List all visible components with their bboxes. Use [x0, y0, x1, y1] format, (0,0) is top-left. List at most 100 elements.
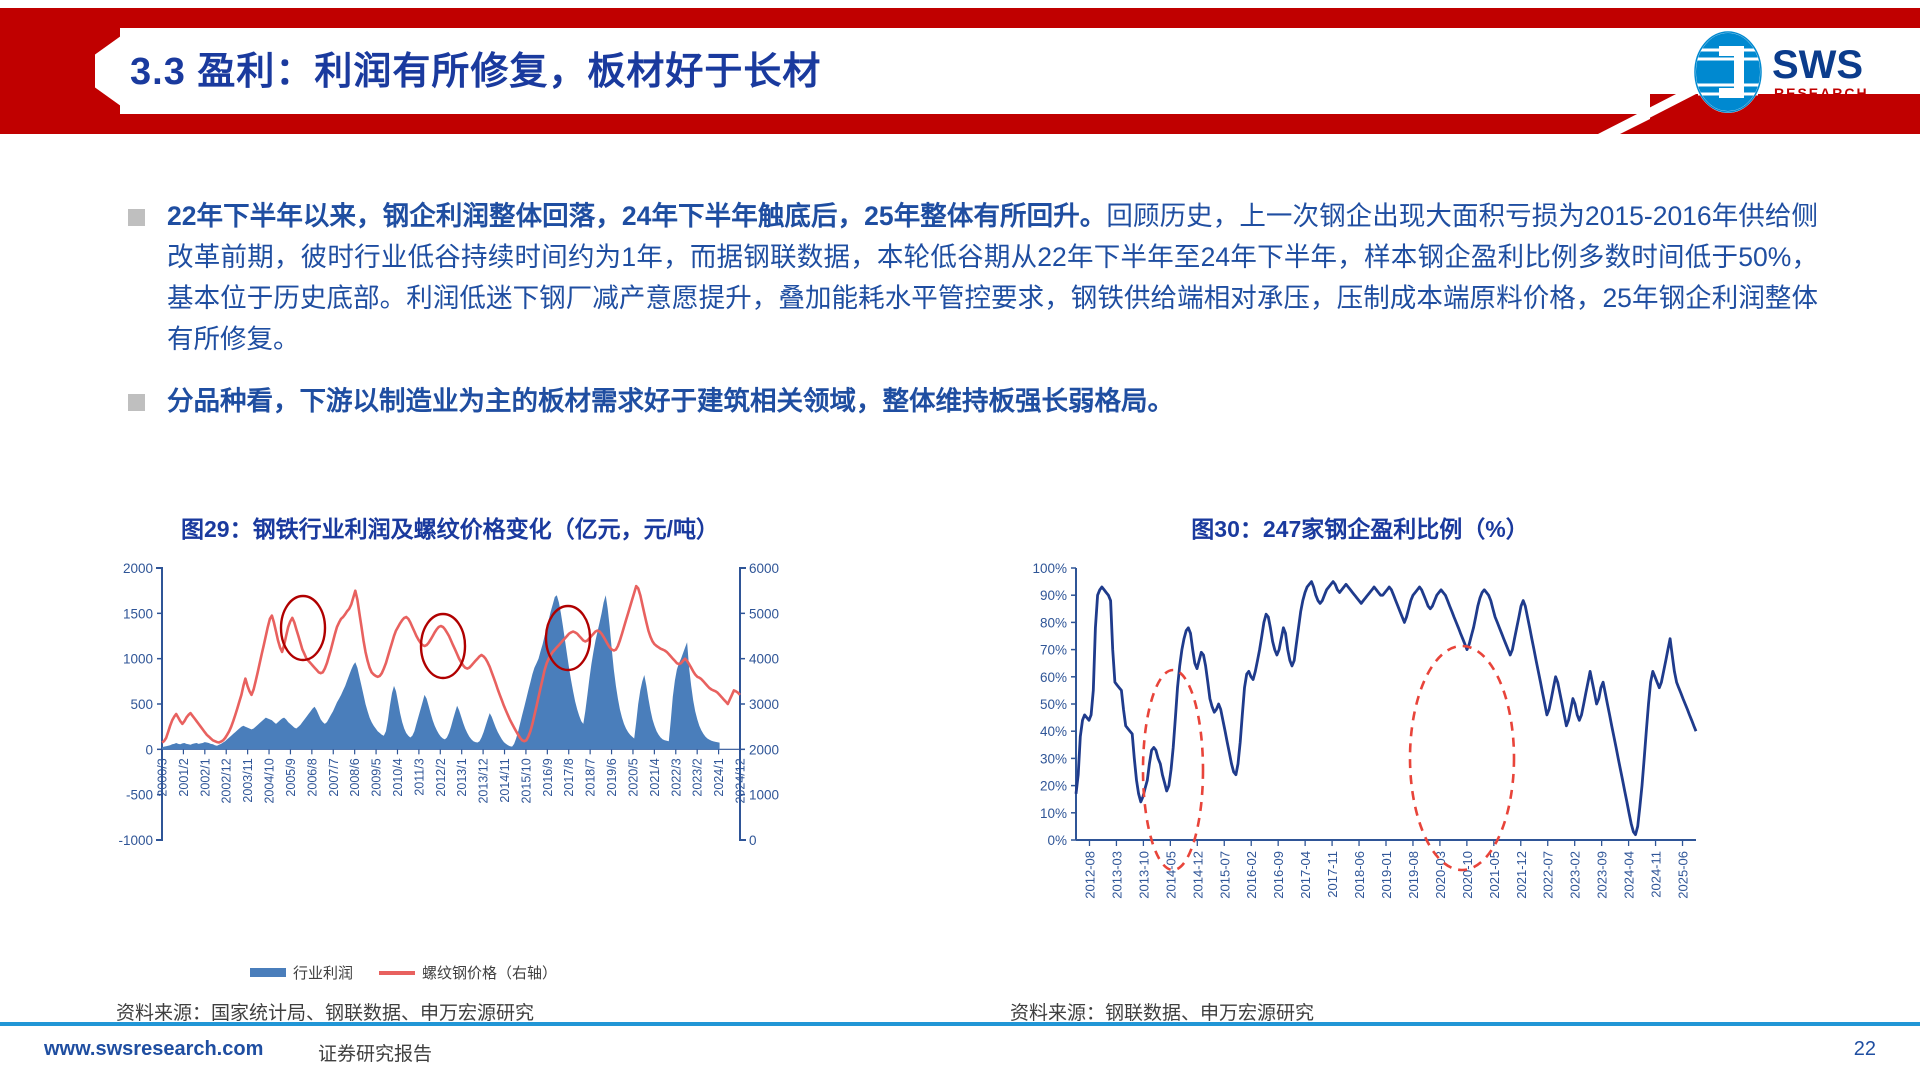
header-banner-shape	[0, 8, 1920, 134]
page-title: 3.3 盈利：利润有所修复，板材好于长材	[130, 51, 822, 93]
svg-text:2010/4: 2010/4	[391, 758, 405, 796]
bullet-1-rest: 回顾历史，上一次钢企出现大面积亏损为2015-2016年供给侧改革前期，彼时行业…	[167, 201, 1818, 354]
svg-text:2008/6: 2008/6	[348, 758, 362, 796]
chart-legend-fig29: 行业利润 螺纹钢价格（右轴）	[250, 962, 557, 983]
fig30-svg: 0% 10% 20% 30% 40% 50% 60% 70% 80% 90% 100% 2012-08…	[1032, 561, 1698, 899]
svg-text:2009/5: 2009/5	[370, 758, 384, 796]
svg-text:50%: 50%	[1040, 697, 1067, 712]
svg-text:2019/6: 2019/6	[605, 758, 619, 796]
bullet-square-icon	[128, 209, 145, 226]
svg-text:2013/1: 2013/1	[455, 758, 469, 796]
svg-text:2013-10: 2013-10	[1136, 851, 1151, 899]
chart-source-fig30: 资料来源：钢联数据、申万宏源研究	[1010, 1003, 1315, 1024]
chart-title-fig30: 图30：247家钢企盈利比例（%）	[1191, 516, 1529, 542]
svg-text:3000: 3000	[749, 697, 779, 712]
legend-item-1: 行业利润	[250, 962, 353, 983]
svg-text:0: 0	[145, 742, 153, 757]
logo-wordmark: SWS	[1772, 43, 1863, 87]
svg-text:0: 0	[749, 833, 757, 848]
bullet-item-2: 分品种看，下游以制造业为主的板材需求好于建筑相关领域，整体维持板强长弱格局。	[128, 381, 1818, 422]
svg-text:2000: 2000	[749, 742, 779, 757]
svg-text:2014/11: 2014/11	[498, 758, 512, 802]
svg-text:40%: 40%	[1040, 724, 1067, 739]
chart-title-fig29: 图29：钢铁行业利润及螺纹价格变化（亿元，元/吨）	[181, 516, 719, 542]
svg-text:2017-11: 2017-11	[1325, 851, 1340, 898]
footer-divider	[0, 1022, 1920, 1026]
svg-text:2022/3: 2022/3	[669, 758, 683, 796]
svg-text:2022-07: 2022-07	[1541, 851, 1556, 899]
svg-text:2023/2: 2023/2	[691, 758, 705, 796]
body-text-block: 22年下半年以来，钢企利润整体回落，24年下半年触底后，25年整体有所回升。回顾…	[128, 196, 1818, 422]
svg-text:2013/12: 2013/12	[477, 758, 491, 803]
svg-text:2015/10: 2015/10	[519, 758, 533, 803]
fig29-svg: 2000150010005000-500-1000600050004000300…	[118, 561, 779, 848]
svg-text:1000: 1000	[749, 788, 779, 803]
chart-plot-fig29: 2000 1500 1000 500 0 -500 -1000 6000 5000 4000 300…	[100, 558, 800, 958]
svg-text:2024/12: 2024/12	[734, 758, 748, 803]
svg-text:2016/9: 2016/9	[541, 758, 555, 796]
fig29-line-rebar-price	[161, 584, 741, 744]
svg-text:70%: 70%	[1040, 643, 1067, 658]
svg-text:0%: 0%	[1047, 833, 1067, 848]
bullet-1-bold-lead: 22年下半年以来，钢企利润整体回落，24年下半年触底后，25年整体有所回升。	[167, 201, 1107, 231]
svg-text:2004/10: 2004/10	[263, 758, 277, 803]
chart-plot-fig30: 0% 10% 20% 30% 40% 50% 60% 70% 80% 90% 100% 2012-08…	[1010, 558, 1710, 958]
chart-source-fig29: 资料来源：国家统计局、钢联数据、申万宏源研究	[116, 1003, 535, 1024]
svg-text:2021-05: 2021-05	[1487, 851, 1502, 899]
legend-item-2: 螺纹钢价格（右轴）	[379, 962, 557, 983]
svg-text:2003/11: 2003/11	[241, 758, 255, 802]
bullet-square-icon	[128, 394, 145, 411]
svg-text:6000: 6000	[749, 561, 779, 576]
logo-mark-icon	[1694, 31, 1762, 113]
svg-text:2017/8: 2017/8	[562, 758, 576, 796]
svg-text:2001/2: 2001/2	[177, 758, 191, 796]
svg-text:2016-02: 2016-02	[1244, 851, 1259, 899]
legend-label: 螺纹钢价格（右轴）	[422, 965, 558, 982]
svg-text:2014-12: 2014-12	[1190, 851, 1205, 899]
svg-text:4000: 4000	[749, 652, 779, 667]
svg-text:1500: 1500	[123, 606, 153, 621]
svg-text:10%: 10%	[1040, 806, 1067, 821]
svg-text:20%: 20%	[1040, 779, 1067, 794]
svg-text:2023-02: 2023-02	[1568, 851, 1583, 899]
svg-text:2024-04: 2024-04	[1622, 851, 1637, 899]
svg-text:2000: 2000	[123, 561, 153, 576]
bullet-2-bold-lead: 分品种看，下游以制造业为主的板材需求好于建筑相关领域，整体维持板强长弱格局。	[167, 386, 1174, 416]
svg-text:2019-08: 2019-08	[1406, 851, 1421, 899]
svg-text:2016-09: 2016-09	[1271, 851, 1286, 899]
svg-text:2014-05: 2014-05	[1163, 851, 1178, 899]
footer-website-link[interactable]: www.swsresearch.com	[44, 1038, 264, 1060]
bullet-2-paragraph: 分品种看，下游以制造业为主的板材需求好于建筑相关领域，整体维持板强长弱格局。	[167, 381, 1174, 422]
svg-text:500: 500	[130, 697, 153, 712]
svg-text:2012/2: 2012/2	[434, 758, 448, 796]
svg-text:90%: 90%	[1040, 588, 1067, 603]
fig29-annotation-ellipse-3	[544, 604, 592, 672]
svg-text:2020-03: 2020-03	[1433, 851, 1448, 899]
svg-text:-500: -500	[126, 788, 153, 803]
fig30-line-profitable-ratio	[1074, 580, 1698, 836]
legend-label: 行业利润	[293, 965, 354, 982]
svg-text:-1000: -1000	[118, 833, 153, 848]
svg-text:5000: 5000	[749, 606, 779, 621]
logo-subtext: RESEARCH	[1774, 85, 1869, 101]
footer-page-number: 22	[1853, 1038, 1876, 1060]
svg-text:2018-06: 2018-06	[1352, 851, 1367, 899]
svg-text:2002/12: 2002/12	[220, 758, 234, 803]
svg-text:2021-12: 2021-12	[1514, 851, 1529, 899]
fig29-annotation-ellipse-1	[279, 594, 327, 662]
svg-text:2024/1: 2024/1	[712, 758, 726, 796]
svg-text:80%: 80%	[1040, 615, 1067, 630]
svg-text:100%: 100%	[1032, 561, 1067, 576]
svg-text:2000/3: 2000/3	[156, 758, 170, 796]
legend-swatch-icon	[250, 968, 286, 977]
svg-text:2018/7: 2018/7	[584, 758, 598, 796]
svg-text:60%: 60%	[1040, 670, 1067, 685]
svg-text:2006/8: 2006/8	[305, 758, 319, 796]
svg-text:2017-04: 2017-04	[1298, 851, 1313, 899]
chart-panel-fig30: 图30：247家钢企盈利比例（%） 0% 10% 20% 30% 40% 50% 60% 70…	[1010, 510, 1710, 1024]
bullet-item-1: 22年下半年以来，钢企利润整体回落，24年下半年触底后，25年整体有所回升。回顾…	[128, 196, 1818, 360]
fig30-annotation-ellipse-1	[1141, 668, 1205, 872]
sws-logo: SWS RESEARCH	[1688, 26, 1878, 118]
svg-text:2005/9: 2005/9	[284, 758, 298, 796]
